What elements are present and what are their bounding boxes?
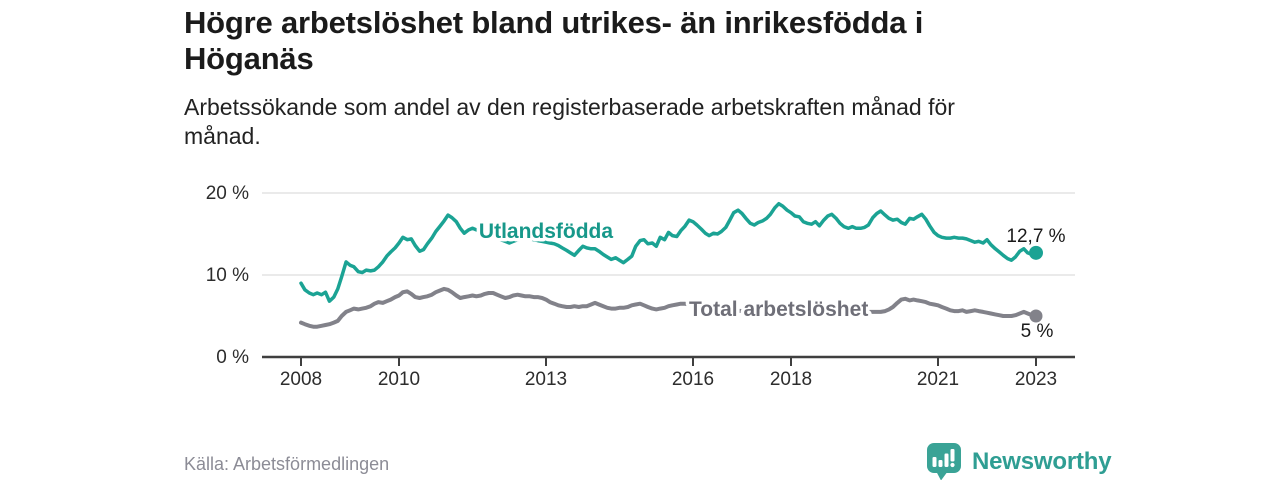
series-end-dot — [1029, 245, 1043, 260]
series-line-total — [299, 286, 1038, 329]
series-end-value-label: 5 % — [1021, 321, 1054, 342]
x-axis-tick-label: 2018 — [770, 369, 812, 390]
newsworthy-wordmark: Newsworthy — [972, 447, 1112, 475]
y-axis-tick-label: 20 % — [206, 183, 249, 204]
y-axis-tick-label: 10 % — [206, 265, 249, 286]
y-axis-tick-label: 0 % — [216, 347, 249, 368]
chart-title: Högre arbetslöshet bland utrikes- än inr… — [184, 5, 924, 76]
x-axis-tick-label: 2021 — [917, 369, 959, 390]
series-label-total: Total arbetslöshet — [689, 298, 868, 321]
newsworthy-logo-icon — [927, 443, 961, 480]
series-line-utlandsfodda — [299, 201, 1038, 303]
x-axis-tick-label: 2008 — [280, 369, 322, 390]
series-label-utlandsfodda: Utlandsfödda — [479, 220, 613, 243]
newsworthy-brand[interactable]: Newsworthy — [926, 442, 1112, 480]
x-axis-tick-label: 2023 — [1015, 369, 1057, 390]
series-end-dot — [1029, 309, 1043, 323]
source-label: Källa: Arbetsförmedlingen — [184, 454, 390, 474]
x-axis-tick-label: 2010 — [378, 369, 420, 390]
x-axis-tick-label: 2013 — [525, 369, 567, 390]
chart-subtitle: Arbetssökande som andel av den registerb… — [184, 94, 955, 149]
series-end-value-label: 12,7 % — [1006, 226, 1065, 247]
x-axis-tick-label: 2016 — [672, 369, 714, 390]
